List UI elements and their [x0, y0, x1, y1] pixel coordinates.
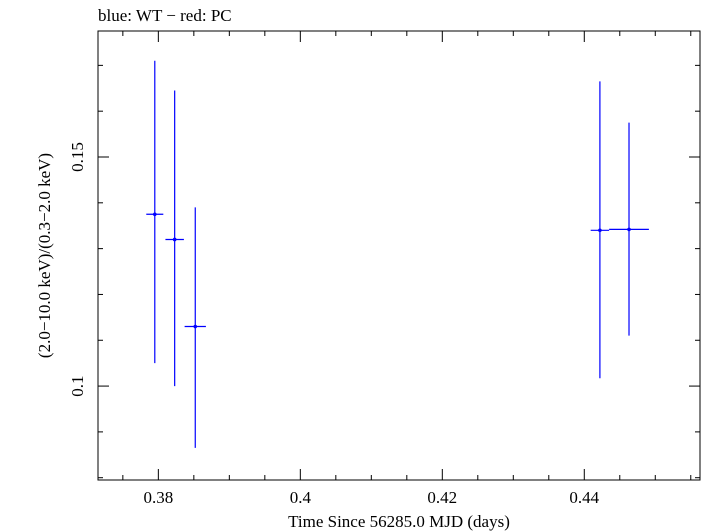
x-axis-label: Time Since 56285.0 MJD (days): [288, 512, 510, 531]
data-point-wt: [184, 207, 206, 448]
point-marker: [152, 212, 157, 217]
chart-title: blue: WT − red: PC: [98, 6, 232, 25]
y-axis-label: (2.0−10.0 keV)/(0.3−2.0 keV): [35, 153, 54, 358]
x-tick-label: 0.38: [143, 488, 173, 507]
point-marker: [627, 227, 631, 232]
y-tick-label: 0.1: [68, 375, 87, 396]
axis-ticks: [98, 31, 700, 480]
point-marker: [193, 324, 198, 329]
x-tick-label: 0.44: [569, 488, 599, 507]
point-marker: [598, 228, 602, 233]
data-points: [146, 60, 649, 448]
y-tick-label: 0.15: [68, 142, 87, 172]
x-tick-label: 0.4: [290, 488, 312, 507]
data-point-wt: [146, 60, 164, 364]
data-point-wt: [609, 122, 649, 336]
data-point-wt: [590, 81, 610, 379]
axis-tick-labels: 0.38 0.4 0.42 0.44 0.1 0.15: [68, 142, 600, 507]
point-marker: [172, 237, 177, 242]
x-tick-label: 0.42: [427, 488, 457, 507]
data-point-wt: [165, 90, 184, 387]
plot-frame: [97, 30, 701, 481]
